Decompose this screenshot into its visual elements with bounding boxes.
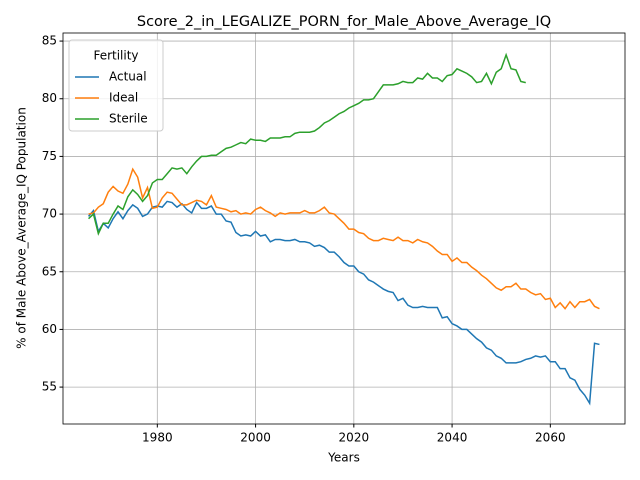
line-series: [87, 200, 600, 406]
x-tick-label: 2000: [240, 431, 271, 445]
legend-label: Sterile: [109, 112, 148, 126]
legend-box: [68, 39, 164, 132]
y-axis-label: % of Male Above_Average_IQ Population: [15, 107, 29, 349]
legend-title: Fertility: [93, 49, 138, 63]
y-tick-label: 55: [42, 380, 57, 394]
x-tick-label: 2060: [535, 431, 566, 445]
y-tick-label: 60: [42, 322, 57, 336]
line-series: [88, 167, 600, 310]
chart-title: Score_2_in_LEGALIZE_PORN_for_Male_Above_…: [137, 14, 551, 30]
x-tick-label: 2040: [437, 431, 468, 445]
x-tick-label: 1980: [142, 431, 173, 445]
y-tick-label: 85: [42, 34, 57, 48]
legend: Fertility Actual Ideal Sterile: [68, 39, 164, 132]
y-tick-label: 80: [42, 91, 57, 105]
y-tick-label: 65: [42, 264, 57, 278]
y-tick-label: 75: [42, 149, 57, 163]
y-tick-label: 70: [42, 207, 57, 221]
plot-frame: [62, 32, 626, 425]
x-axis-label: Years: [327, 451, 360, 465]
x-tick-label: 2020: [339, 431, 370, 445]
line-series: [88, 52, 526, 236]
legend-label: Actual: [109, 70, 147, 84]
legend-label: Ideal: [109, 91, 138, 105]
